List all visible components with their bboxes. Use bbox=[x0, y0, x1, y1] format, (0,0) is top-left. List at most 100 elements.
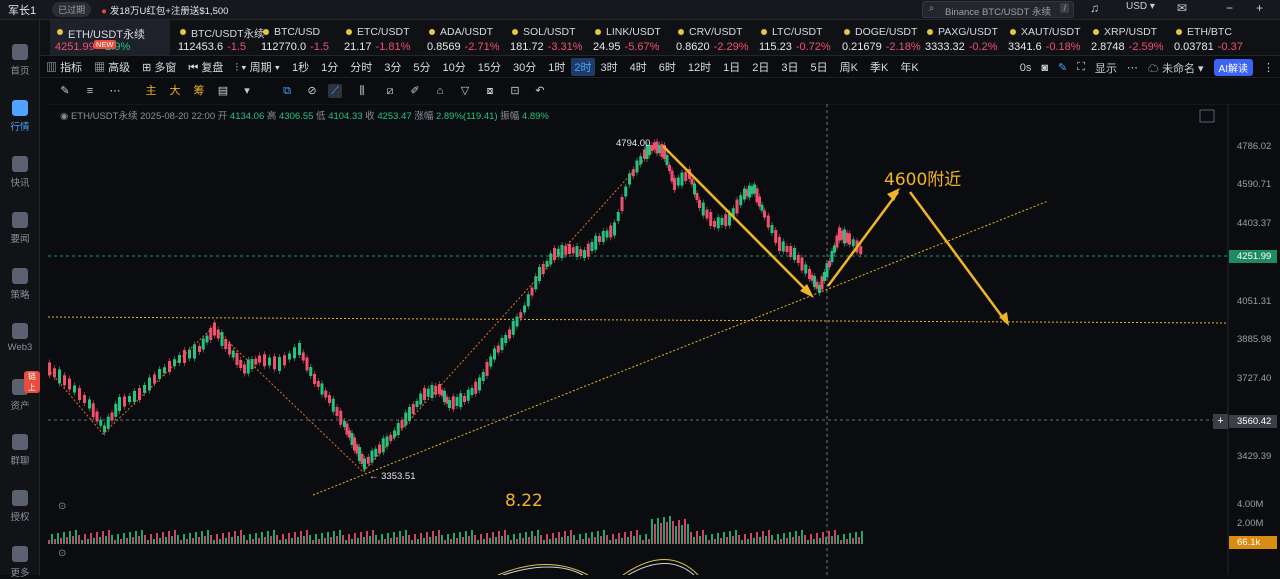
ticker-item[interactable]: DOGE/USDT 0.21679 -2.18% bbox=[837, 20, 921, 55]
candle-body bbox=[598, 236, 601, 242]
bell-icon[interactable]: ♫ bbox=[1090, 1, 1099, 15]
toolbar-item[interactable]: 1秒 bbox=[286, 59, 315, 75]
ruler-icon[interactable]: ⊘ bbox=[307, 85, 317, 97]
undo-icon[interactable]: ↶ bbox=[535, 85, 545, 97]
ticker-item[interactable]: ADA/USDT 0.8569 -2.71% bbox=[422, 20, 504, 55]
toolbar-item[interactable]: 1日 bbox=[717, 59, 746, 75]
toolbar-item[interactable]: ▦ 高级 bbox=[88, 59, 136, 75]
sidebar-item-web3[interactable]: Web3 bbox=[0, 323, 40, 353]
menu-icon[interactable]: ⋮ bbox=[1263, 62, 1274, 74]
eye-icon[interactable]: ◉ bbox=[60, 111, 69, 122]
promo-banner[interactable]: ● 发18万U红包+注册送$1,500 bbox=[101, 3, 228, 17]
sidebar-item-more[interactable]: 更多 bbox=[0, 546, 40, 579]
big-order-icon[interactable]: 大 bbox=[169, 85, 181, 97]
sidebar-item-strategy[interactable]: 策略 bbox=[0, 268, 40, 301]
sidebar-item-assets[interactable]: 链上 资产 bbox=[0, 371, 40, 412]
draw-line-icon[interactable]: ⟋ bbox=[328, 84, 342, 98]
user-name[interactable]: 军长1 bbox=[8, 4, 37, 17]
collapse-icon[interactable]: ⊙ bbox=[58, 501, 66, 512]
layout-select[interactable]: ☁ 未命名 ▾ bbox=[1147, 62, 1204, 75]
toolbar-item[interactable]: 1时 bbox=[542, 59, 571, 75]
ticker-item[interactable]: CRV/USDT 0.8620 -2.29% bbox=[671, 20, 753, 55]
add-alert-icon[interactable]: + bbox=[1213, 414, 1228, 429]
lines-icon[interactable]: ≡ bbox=[86, 85, 94, 97]
down-arrow-line[interactable] bbox=[662, 145, 811, 295]
toolbar-item[interactable]: 年K bbox=[894, 59, 924, 75]
volume-bar bbox=[120, 539, 122, 544]
sidebar-item-chat[interactable]: 群聊 bbox=[0, 434, 40, 467]
toolbar-item[interactable]: 3分 bbox=[378, 59, 407, 75]
layers-icon[interactable]: ▤ bbox=[217, 85, 229, 97]
more-icon[interactable]: ⋯ bbox=[1126, 62, 1138, 74]
date-annotation[interactable]: 8.22 bbox=[505, 491, 543, 511]
copy-icon[interactable]: ⧉ bbox=[283, 85, 291, 97]
sidebar-item-flash[interactable]: 快讯 bbox=[0, 156, 40, 189]
camera-icon[interactable]: ◙ bbox=[1041, 61, 1048, 74]
ticker-item[interactable]: LINK/USDT 24.95 -5.67% bbox=[588, 20, 670, 55]
display-button[interactable]: 显示 bbox=[1094, 62, 1117, 75]
toolbar-item[interactable]: 2时 bbox=[571, 57, 595, 76]
toolbar-item[interactable]: 4时 bbox=[624, 59, 653, 75]
toolbar-item[interactable]: 5分 bbox=[407, 59, 436, 75]
price-chart[interactable]: 4794.00 ← 3353.51 ⊙ ⊙ bbox=[48, 104, 1280, 575]
horizontal-level-line[interactable] bbox=[48, 316, 1229, 324]
trend-support-line[interactable] bbox=[312, 200, 1049, 496]
ticker-item[interactable]: SOL/USDT 181.72 -3.31% bbox=[505, 20, 587, 55]
fullscreen-icon[interactable]: ⛶ bbox=[1077, 61, 1085, 73]
ticker-item[interactable]: XRP/USDT 2.8748 -2.59% bbox=[1086, 20, 1168, 55]
sidebar-item-headlines[interactable]: 要闻 bbox=[0, 212, 40, 245]
ticker-item[interactable]: ETH/BTC 0.03781 -0.37 bbox=[1169, 20, 1251, 55]
trash-icon[interactable]: ⊡ bbox=[510, 85, 520, 97]
ai-analysis-button[interactable]: AI解读 bbox=[1213, 59, 1253, 76]
visibility-icon[interactable]: ⧇ bbox=[486, 85, 494, 97]
target-arrow-line[interactable] bbox=[908, 191, 1008, 323]
chevron-down-icon[interactable]: ▾ bbox=[244, 85, 250, 97]
chips-icon[interactable]: 筹 bbox=[193, 85, 205, 97]
mail-icon[interactable]: ✉ bbox=[1177, 1, 1188, 15]
ticker-item[interactable]: PAXG/USDT 3333.32 -0.2% bbox=[920, 20, 1002, 55]
toolbar-item[interactable]: 周K bbox=[834, 59, 864, 75]
toolbar-item[interactable]: 30分 bbox=[507, 59, 542, 75]
resize-icon[interactable] bbox=[1199, 109, 1215, 123]
note-icon[interactable]: ✐ bbox=[410, 85, 420, 97]
minimize-icon[interactable]: − bbox=[1226, 1, 1234, 15]
up-arrow-line[interactable] bbox=[826, 191, 900, 287]
toolbar-item[interactable]: 3时 bbox=[595, 59, 624, 75]
filter-icon[interactable]: ▽ bbox=[460, 85, 470, 97]
toolbar-item[interactable]: 10分 bbox=[437, 59, 472, 75]
ticker-item[interactable]: XAUT/USDT 3341.6 -0.18% bbox=[1003, 20, 1085, 55]
sidebar-item-auth[interactable]: 授权 bbox=[0, 490, 40, 523]
toolbar-item[interactable]: ⊞ 多窗 bbox=[136, 59, 182, 75]
ticker-item[interactable]: BTC/USDT永续 112453.6 -1.5 bbox=[173, 20, 265, 55]
toolbar-item[interactable]: ⫶ ▾ 周期 ▾ bbox=[229, 59, 286, 75]
toolbar-item[interactable]: ⏮ 复盘 bbox=[182, 59, 229, 75]
toolbar-item[interactable]: 1分 bbox=[315, 59, 344, 75]
target-annotation[interactable]: 4600附近 bbox=[884, 170, 962, 190]
toolbar-item[interactable]: 5日 bbox=[805, 59, 834, 75]
measure-icon[interactable]: ⧄ bbox=[386, 85, 394, 97]
ticker-item[interactable]: BTC/USD 112770.0 -1.5 bbox=[256, 20, 338, 55]
currency-select[interactable]: USD ▾ bbox=[1126, 1, 1155, 12]
main-force-icon[interactable]: 主 bbox=[145, 85, 157, 97]
dots-icon[interactable]: ⋯ bbox=[109, 85, 121, 97]
sidebar-item-home[interactable]: 首页 bbox=[0, 44, 40, 77]
toolbar-item[interactable]: 15分 bbox=[472, 59, 507, 75]
toolbar-item[interactable]: 6时 bbox=[653, 59, 682, 75]
add-icon[interactable]: + bbox=[1256, 1, 1264, 15]
candle-icon[interactable]: ⫼ bbox=[359, 85, 365, 97]
ticker-item[interactable]: ETC/USDT 21.17 -1.81% bbox=[339, 20, 421, 55]
toolbar-item[interactable]: 季K bbox=[864, 59, 894, 75]
ticker-item[interactable]: LTC/USDT 115.23 -0.72% bbox=[754, 20, 836, 55]
toolbar-item[interactable]: 分时 bbox=[344, 59, 378, 75]
toolbar-item[interactable]: 12时 bbox=[682, 59, 717, 75]
sidebar-item-market[interactable]: 行情 bbox=[0, 100, 40, 133]
collapse-volume-icon[interactable]: ⊙ bbox=[58, 548, 66, 559]
edit-icon[interactable]: ✎ bbox=[1057, 62, 1068, 74]
pencil-icon[interactable]: ✎ bbox=[60, 85, 70, 97]
lock-icon[interactable]: ⌂ bbox=[436, 85, 444, 97]
toolbar-item[interactable]: ▥ 指标 bbox=[40, 59, 88, 75]
search-input[interactable]: ⌕ Binance BTC/USDT 永续 / bbox=[922, 1, 1074, 18]
toolbar-item[interactable]: 2日 bbox=[746, 59, 775, 75]
toolbar-item[interactable]: 3日 bbox=[775, 59, 804, 75]
